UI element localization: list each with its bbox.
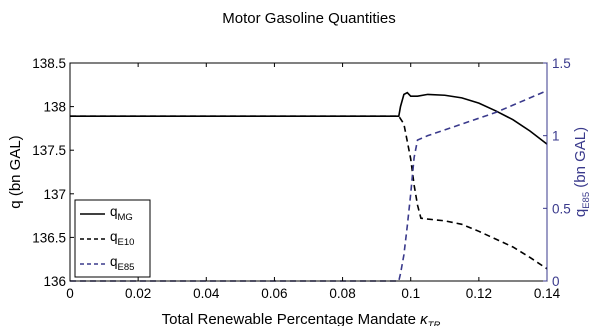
y-tick-label-right: 0 [552, 274, 560, 289]
x-tick-label: 0 [66, 286, 74, 301]
y-tick-label-left: 138 [43, 100, 66, 115]
x-tick-label: 0.12 [466, 286, 492, 301]
y-tick-label-right: 1.5 [552, 56, 571, 71]
x-tick-label: 0.1 [401, 286, 420, 301]
y-tick-label-left: 136.5 [32, 230, 66, 245]
chart-title: Motor Gasoline Quantities [222, 10, 395, 27]
y-tick-label-right: 0.5 [552, 201, 571, 216]
y-tick-label-left: 138.5 [32, 56, 66, 71]
series-line-mg [70, 91, 548, 145]
x-tick-label: 0.08 [329, 286, 355, 301]
legend: qMG qE10 qE85 [74, 199, 151, 278]
chart-axes: 0 0.02 0.04 0.06 0.08 0.1 0.12 0.14 136 136.5 137 1… [32, 56, 571, 301]
legend-label-e85: qE85 [110, 254, 134, 273]
y-tick-label-left: 137.5 [32, 143, 66, 158]
legend-label-mg: qMG [110, 204, 133, 223]
series-line-e10 [70, 115, 548, 270]
x-tick-label: 0.06 [261, 286, 287, 301]
y-tick-label-left: 137 [43, 187, 66, 202]
x-axis-label: Total Renewable Percentage Mandate κTR [162, 311, 441, 326]
y-tick-label-right: 1 [552, 129, 560, 144]
x-tick-label: 0.14 [534, 286, 561, 301]
x-tick-label: 0.04 [193, 286, 220, 301]
legend-items: qMG qE10 qE85 [80, 204, 134, 273]
legend-label-e10: qE10 [110, 229, 134, 248]
y-tick-label-left: 136 [43, 274, 66, 289]
x-tick-label: 0.02 [125, 286, 151, 301]
y-axis-label-left: q (bn GAL) [7, 135, 24, 208]
y-axis-label-right: qE85 (bn GAL) [572, 127, 592, 217]
